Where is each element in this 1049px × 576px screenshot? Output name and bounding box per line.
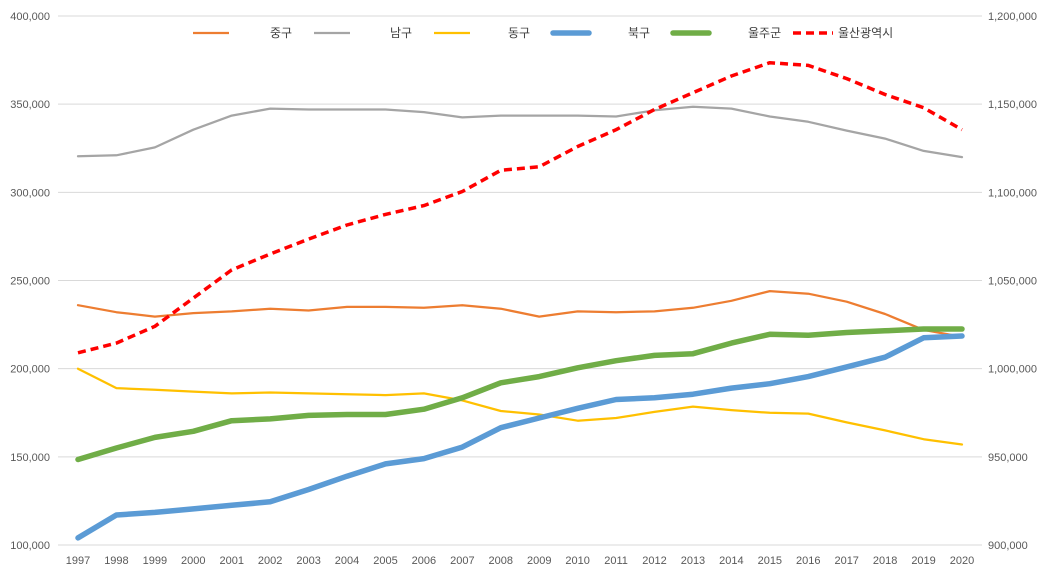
right-y-tick-label: 1,000,000: [988, 364, 1037, 376]
legend-label-2: 남구: [390, 26, 412, 40]
x-tick-label: 2002: [258, 555, 282, 567]
series-line-6: [77, 60, 963, 355]
right-y-tick-label: 1,150,000: [988, 99, 1037, 111]
legend-label-1: 중구: [270, 26, 292, 40]
gridlines: [58, 15, 982, 546]
x-tick-label: 2019: [911, 555, 935, 567]
x-tick-label: 2009: [527, 555, 551, 567]
x-tick-label: 2012: [642, 555, 666, 567]
right-y-tick-label: 1,050,000: [988, 276, 1037, 288]
x-tick-label: 2000: [181, 555, 205, 567]
series-line-5: [75, 326, 965, 463]
left-y-tick-label: 350,000: [10, 99, 50, 111]
x-tick-label: 1997: [66, 555, 90, 567]
x-tick-label: 2004: [335, 555, 359, 567]
x-tick-label: 1999: [143, 555, 167, 567]
left-y-tick-label: 100,000: [10, 540, 50, 552]
x-tick-label: 2006: [412, 555, 436, 567]
legend: 중구 남구 동구 북구 울주군 울산광역시: [193, 26, 893, 40]
left-y-tick-label: 300,000: [10, 187, 50, 199]
x-tick-label: 2003: [296, 555, 320, 567]
series-line-4: [75, 333, 965, 541]
series-line-2: [76, 105, 964, 159]
x-tick-label: 2005: [373, 555, 397, 567]
x-tick-label: 2011: [604, 555, 628, 567]
right-y-tick-label: 1,100,000: [988, 187, 1037, 199]
x-tick-label: 2014: [719, 555, 743, 567]
left-y-tick-label: 250,000: [10, 276, 50, 288]
x-tick-label: 2020: [950, 555, 974, 567]
legend-label-4: 북구: [628, 26, 650, 40]
series-line-3: [76, 367, 964, 446]
x-tick-label: 2007: [450, 555, 474, 567]
x-axis: 1997 1998 1999 2000 2001 2002 2003 2004 2005 2006…: [66, 555, 974, 567]
right-y-tick-label: 1,200,000: [988, 11, 1037, 23]
left-y-tick-label: 150,000: [10, 452, 50, 464]
x-tick-label: 2008: [489, 555, 513, 567]
legend-label-3: 동구: [508, 26, 530, 40]
series-line-1: [76, 289, 964, 339]
left-y-tick-label: 400,000: [10, 11, 50, 23]
x-tick-label: 2018: [873, 555, 897, 567]
x-tick-label: 2001: [219, 555, 243, 567]
right-y-axis: 900,000 950,000 1,000,000 1,050,000 1,100,00…: [988, 11, 1037, 552]
left-y-tick-label: 200,000: [10, 364, 50, 376]
x-tick-label: 2013: [681, 555, 705, 567]
right-y-tick-label: 950,000: [988, 452, 1028, 464]
legend-label-5: 울주군: [748, 26, 781, 40]
legend-label-6: 울산광역시: [838, 26, 893, 40]
left-y-axis: 100,000 150,000 200,000 250,000 300,000 350,0…: [10, 11, 50, 552]
x-tick-label: 2017: [834, 555, 858, 567]
x-tick-label: 2016: [796, 555, 820, 567]
x-tick-label: 2015: [758, 555, 782, 567]
x-tick-label: 1998: [104, 555, 128, 567]
right-y-tick-label: 900,000: [988, 540, 1028, 552]
series-lines: [75, 60, 965, 541]
x-tick-label: 2010: [565, 555, 589, 567]
